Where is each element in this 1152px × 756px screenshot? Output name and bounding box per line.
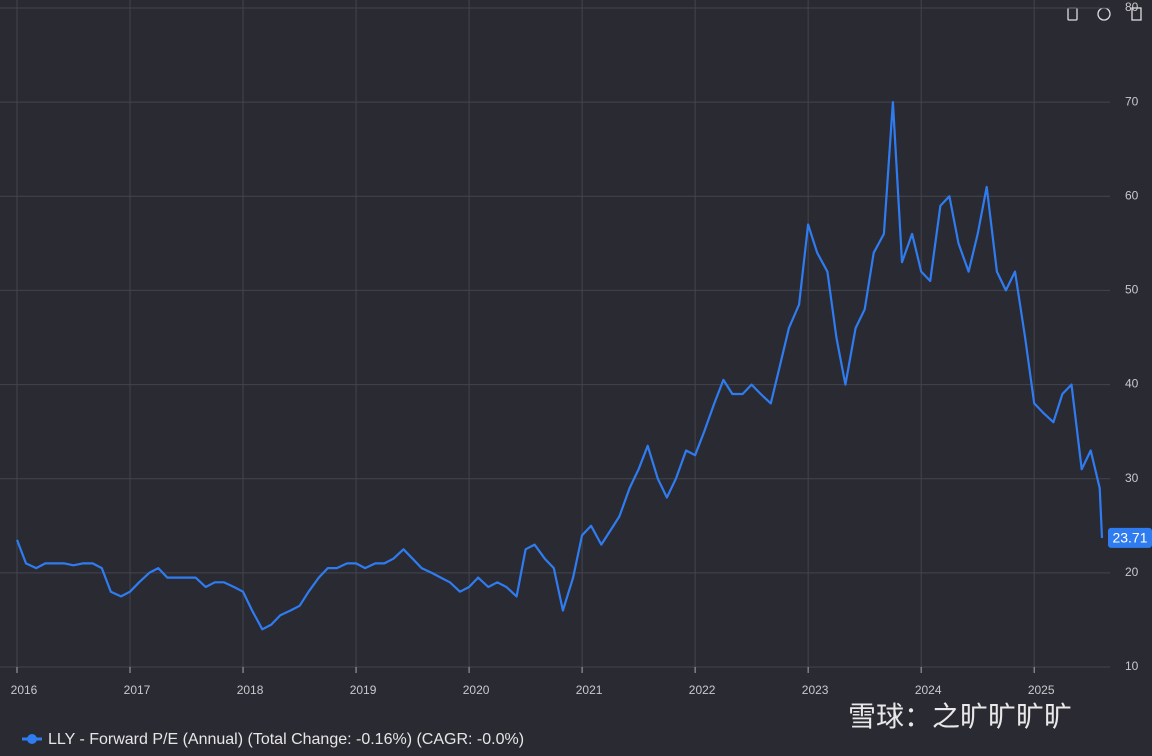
x-tick-label: 2024 <box>915 683 942 697</box>
y-tick-label: 50 <box>1125 283 1139 297</box>
y-tick-label: 80 <box>1125 0 1139 14</box>
y-tick-label: 30 <box>1125 471 1139 485</box>
series-line <box>15 101 1104 631</box>
x-tick-label: 2019 <box>350 683 377 697</box>
y-tick-label: 10 <box>1125 659 1139 673</box>
legend-marker <box>27 734 37 744</box>
x-tick-label: 2025 <box>1028 683 1055 697</box>
watermark: 雪球：之旷旷旷旷 <box>848 700 1072 733</box>
last-value-badge <box>1108 527 1152 548</box>
y-tick-label: 40 <box>1125 377 1139 391</box>
x-tick-label: 2022 <box>689 683 716 697</box>
y-tick-label: 60 <box>1125 188 1139 202</box>
x-tick-label: 2017 <box>124 683 151 697</box>
y-tick-label: 70 <box>1125 94 1139 108</box>
x-tick-label: 2021 <box>576 683 603 697</box>
x-tick-label: 2023 <box>802 683 829 697</box>
x-tick-label: 2018 <box>237 683 264 697</box>
y-tick-label: 20 <box>1125 565 1139 579</box>
legend-label: LLY - Forward P/E (Annual) (Total Change… <box>48 731 524 748</box>
last-value-label: 23.71 <box>1112 530 1147 546</box>
x-tick-label: 2016 <box>11 683 38 697</box>
x-tick-label: 2020 <box>463 683 490 697</box>
